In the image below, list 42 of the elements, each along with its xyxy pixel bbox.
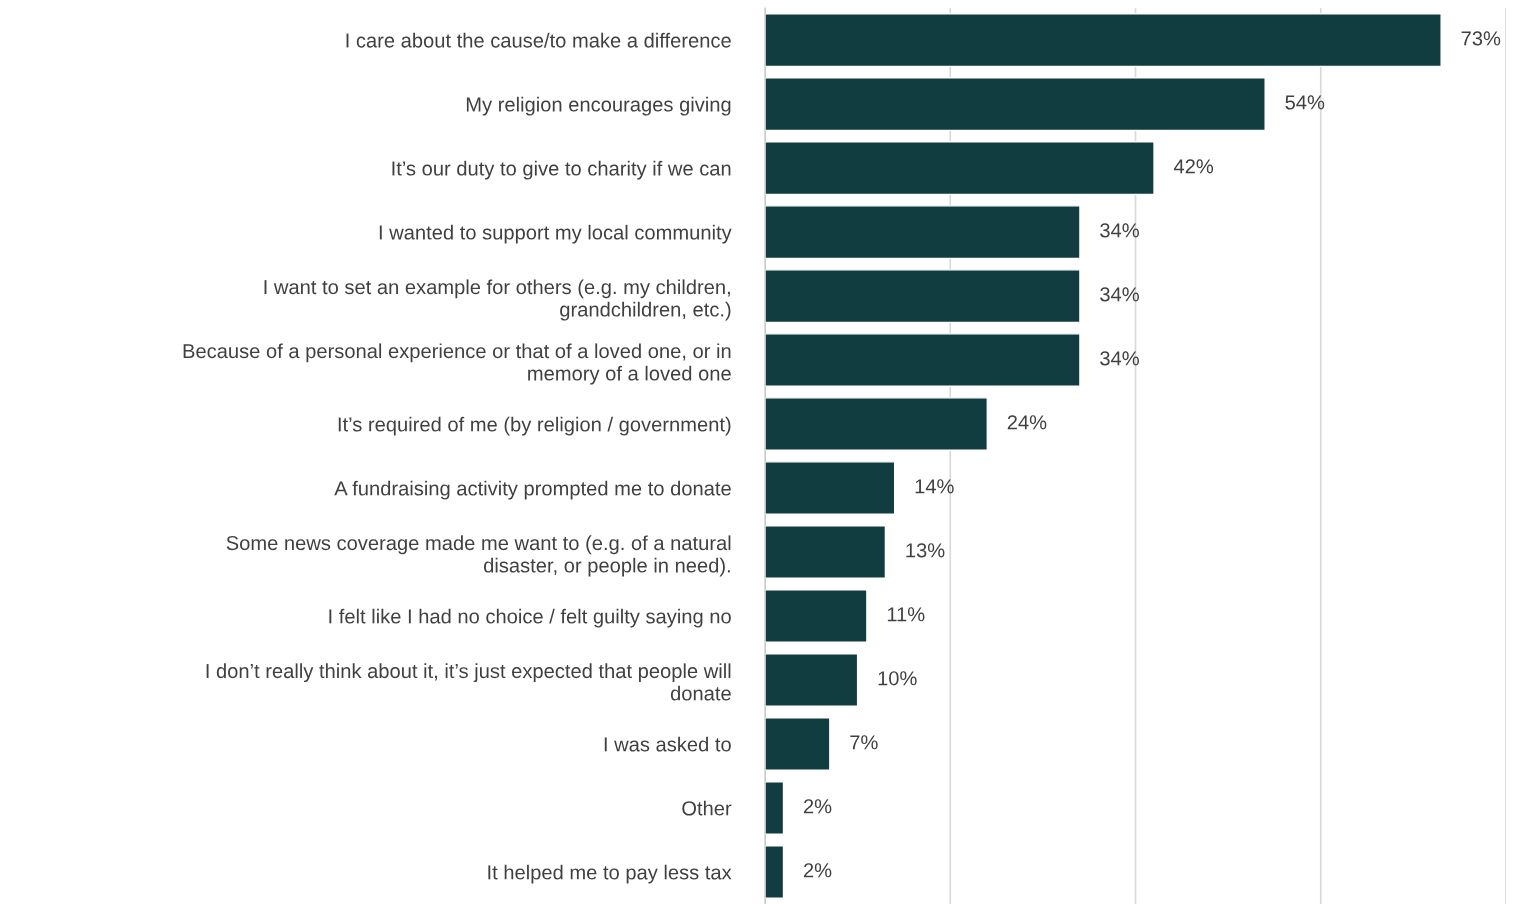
bar — [765, 141, 1155, 196]
bar — [765, 397, 988, 452]
data-label: 2% — [803, 863, 832, 878]
y-tick-label: Because of a personal experience or that of a loved one, or in memory of a loved one — [183, 343, 731, 385]
data-label: 11% — [887, 607, 925, 622]
y-tick-label: I was asked to — [604, 736, 731, 752]
data-label: 73% — [1461, 31, 1501, 46]
bar — [765, 525, 887, 579]
data-label: 10% — [878, 671, 917, 686]
y-tick-label: It’s required of me (by religion / government) — [338, 416, 731, 436]
y-tick-label: I care about the cause/to make a difference — [346, 32, 731, 48]
bar — [765, 333, 1081, 388]
data-label: 24% — [1007, 415, 1047, 430]
data-label: 7% — [850, 735, 878, 750]
y-tick-label: I felt like I had no choice / felt guilty saying no — [329, 608, 731, 628]
data-label: 2% — [803, 799, 832, 814]
bar — [765, 269, 1081, 324]
y-tick-label: I don’t really think about it, it’s just expected that people will donate — [206, 663, 731, 701]
data-label: 34% — [1100, 351, 1139, 366]
bar — [765, 461, 896, 515]
data-label: 13% — [906, 543, 945, 558]
y-tick-label: A fundraising activity prompted me to donate — [334, 480, 731, 500]
y-tick-label: I want to set an example for others (e.g. my children, grandchildren, etc.) — [264, 279, 731, 321]
bar — [765, 77, 1266, 132]
y-tick-label: My religion encourages giving — [466, 96, 731, 116]
bar — [765, 205, 1081, 260]
data-label: 34% — [1100, 287, 1139, 302]
y-tick-label: It helped me to pay less tax — [488, 864, 732, 884]
y-tick-label: I wanted to support my local community — [379, 224, 732, 244]
bar — [765, 589, 868, 643]
bar — [765, 781, 785, 835]
y-tick-label: Some news coverage made me want to (e.g. of a natural disaster, or people in need). — [226, 535, 731, 577]
data-label: 42% — [1173, 159, 1214, 174]
bar — [765, 653, 859, 707]
data-label: 34% — [1100, 223, 1139, 238]
bar — [765, 717, 831, 771]
y-tick-label: Other — [682, 800, 732, 816]
bar — [765, 845, 785, 899]
data-label: 54% — [1285, 95, 1325, 110]
data-label: 14% — [915, 479, 954, 494]
bar — [765, 13, 1442, 68]
y-tick-label: It’s our duty to give to charity if we can — [392, 160, 731, 180]
